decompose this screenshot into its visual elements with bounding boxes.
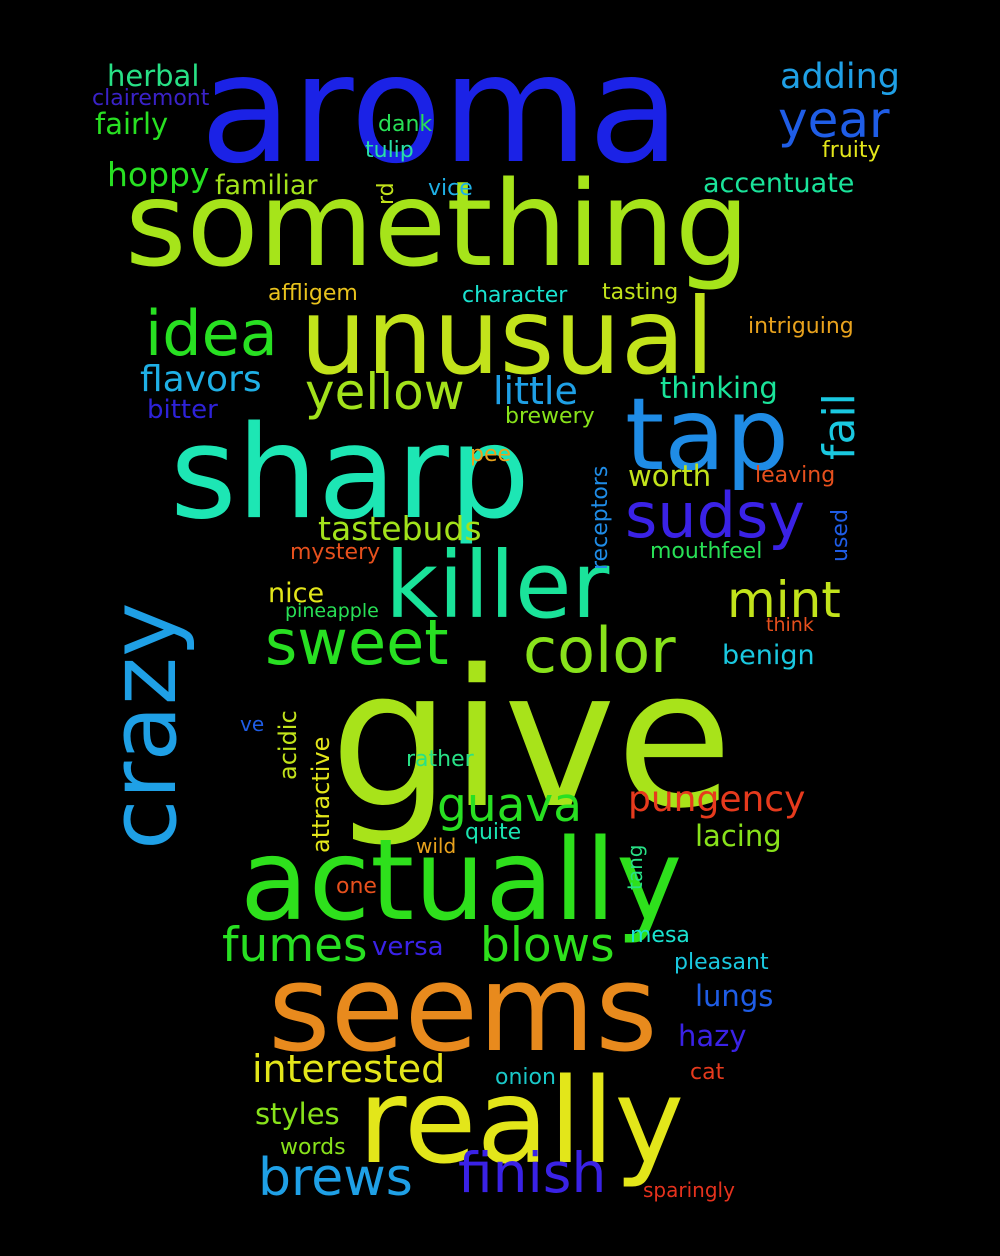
word-rd: rd — [374, 182, 399, 205]
word-fail: fail — [814, 393, 865, 460]
word-seems: seems — [268, 940, 658, 1079]
word-quite: quite — [465, 820, 522, 845]
word-sharp: sharp — [170, 399, 531, 548]
word-versa: versa — [372, 932, 444, 962]
word-mystery: mystery — [290, 540, 381, 565]
word-words: words — [280, 1135, 346, 1160]
word-actually: actually — [240, 816, 683, 946]
word-cat: cat — [690, 1060, 725, 1085]
word-interested: interested — [252, 1047, 446, 1091]
word-think: think — [766, 614, 814, 636]
word-little: little — [493, 369, 578, 413]
word-brewery: brewery — [505, 404, 595, 429]
word-crazy: crazy — [90, 602, 197, 850]
word-worth: worth — [628, 459, 712, 493]
word-lacing: lacing — [695, 819, 782, 853]
word-thinking: thinking — [660, 371, 778, 405]
word-one: one — [336, 874, 377, 899]
word-herbal: herbal — [107, 59, 200, 93]
word-hoppy: hoppy — [107, 155, 210, 194]
word-fruity: fruity — [822, 138, 881, 163]
word-character: character — [462, 283, 568, 308]
word-fumes: fumes — [222, 918, 368, 973]
word-aroma: aroma — [200, 23, 681, 197]
word-color: color — [523, 614, 676, 687]
word-mint: mint — [727, 571, 841, 629]
word-mouthfeel: mouthfeel — [650, 539, 763, 564]
word-tasting: tasting — [602, 280, 679, 305]
word-sudsy: sudsy — [625, 479, 805, 552]
word-nice: nice — [268, 578, 325, 609]
word-familiar: familiar — [215, 170, 318, 201]
word-receptors: receptors — [588, 465, 613, 570]
word-leaving: leaving — [755, 463, 836, 488]
word-affligem: affligem — [268, 281, 358, 306]
word-blows: blows — [480, 918, 615, 973]
word-pungency: pungency — [628, 779, 806, 820]
word-dank: dank — [378, 112, 433, 137]
word-year: year — [778, 91, 890, 149]
word-intriguing: intriguing — [748, 314, 854, 339]
word-pineapple: pineapple — [285, 600, 379, 622]
word-hazy: hazy — [678, 1019, 747, 1053]
word-tang: tang — [623, 844, 647, 890]
word-sweet: sweet — [265, 606, 449, 679]
word-sparingly: sparingly — [643, 1178, 735, 1202]
word-tap: tap — [625, 376, 789, 493]
word-rather: rather — [406, 747, 474, 772]
word-onion: onion — [495, 1065, 556, 1090]
word-fairly: fairly — [95, 107, 169, 141]
word-wild: wild — [416, 834, 457, 858]
word-acidic: acidic — [274, 710, 302, 780]
word-killer: killer — [385, 532, 610, 639]
word-finish: finish — [458, 1141, 607, 1205]
word-used: used — [828, 509, 853, 562]
word-tulip: tulip — [365, 138, 414, 163]
word-something: something — [125, 155, 750, 293]
word-really: really — [358, 1052, 685, 1190]
word-tastebuds: tastebuds — [318, 509, 482, 548]
word-clairemont: clairemont — [92, 86, 210, 111]
word-accentuate: accentuate — [703, 168, 855, 199]
word-brews: brews — [258, 1148, 413, 1208]
word-pleasant: pleasant — [674, 950, 769, 975]
word-mesa: mesa — [630, 923, 690, 948]
word-give: give — [330, 629, 733, 850]
word-flavors: flavors — [140, 359, 262, 400]
word-pee: pee — [470, 442, 512, 467]
word-lungs: lungs — [695, 979, 774, 1013]
word-yellow: yellow — [305, 363, 465, 421]
word-attractive: attractive — [307, 736, 335, 853]
word-unusual: unusual — [300, 276, 715, 398]
word-ve: ve — [240, 712, 265, 736]
word-benign: benign — [722, 640, 815, 671]
word-adding: adding — [780, 57, 901, 97]
word-idea: idea — [145, 297, 278, 370]
word-vice: vice — [428, 176, 473, 201]
word-bitter: bitter — [147, 395, 218, 425]
word-styles: styles — [255, 1097, 340, 1131]
word-guava: guava — [437, 778, 583, 833]
